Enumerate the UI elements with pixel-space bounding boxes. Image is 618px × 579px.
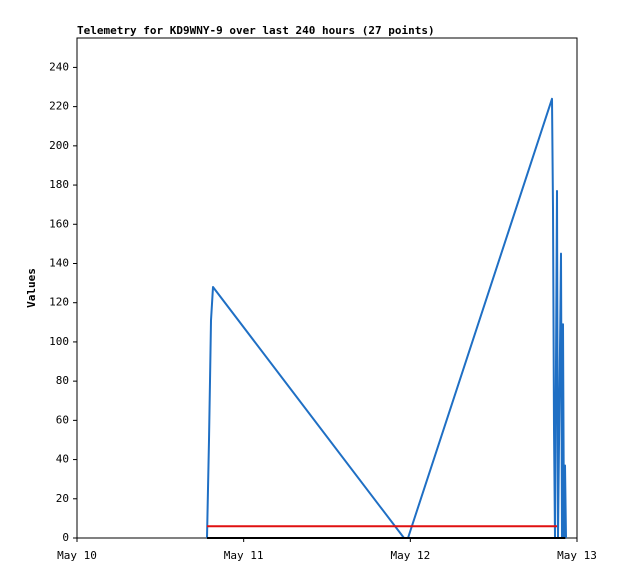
y-tick-label: 60 (56, 413, 69, 426)
y-tick-label: 140 (49, 256, 69, 269)
x-tick-label: May 12 (390, 549, 430, 562)
x-tick-label: May 10 (57, 549, 97, 562)
y-tick-label: 40 (56, 453, 69, 466)
x-tick-label: May 11 (224, 549, 264, 562)
x-tick-label: May 13 (557, 549, 597, 562)
y-tick-label: 160 (49, 217, 69, 230)
line-series (206, 97, 567, 539)
y-tick-label: 200 (49, 139, 69, 152)
y-tick-label: 240 (49, 60, 69, 73)
y-tick-label: 100 (49, 335, 69, 348)
plot-frame (76, 37, 578, 539)
y-tick-label: 20 (56, 492, 69, 505)
y-axis-label: Values (25, 268, 38, 308)
y-tick-label: 220 (49, 100, 69, 113)
y-tick-label: 180 (49, 178, 69, 191)
y-tick-label: 120 (49, 296, 69, 309)
y-tick-label: 0 (62, 531, 69, 544)
y-tick-label: 80 (56, 374, 69, 387)
chart-title: Telemetry for KD9WNY-9 over last 240 hou… (77, 24, 435, 37)
